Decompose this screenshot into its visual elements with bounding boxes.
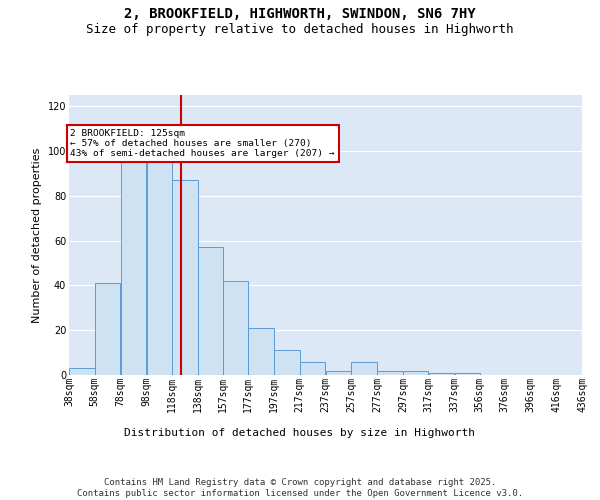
Bar [403,370,428,375]
Bar [377,370,403,375]
Bar [326,370,351,375]
Text: 2 BROOKFIELD: 125sqm
← 57% of detached houses are smaller (270)
43% of semi-deta: 2 BROOKFIELD: 125sqm ← 57% of detached h… [70,128,335,158]
Bar [146,156,172,375]
Bar [223,281,248,375]
Bar [121,151,146,375]
Text: Distribution of detached houses by size in Highworth: Distribution of detached houses by size … [125,428,476,438]
Bar [300,362,325,375]
Bar [172,180,198,375]
Bar [274,350,299,375]
Y-axis label: Number of detached properties: Number of detached properties [32,148,42,322]
Bar [248,328,274,375]
Text: Size of property relative to detached houses in Highworth: Size of property relative to detached ho… [86,22,514,36]
Bar [429,373,454,375]
Text: 2, BROOKFIELD, HIGHWORTH, SWINDON, SN6 7HY: 2, BROOKFIELD, HIGHWORTH, SWINDON, SN6 7… [124,8,476,22]
Text: Contains HM Land Registry data © Crown copyright and database right 2025.
Contai: Contains HM Land Registry data © Crown c… [77,478,523,498]
Bar [69,368,95,375]
Bar [455,373,480,375]
Bar [352,362,377,375]
Bar [198,248,223,375]
Bar [95,283,121,375]
